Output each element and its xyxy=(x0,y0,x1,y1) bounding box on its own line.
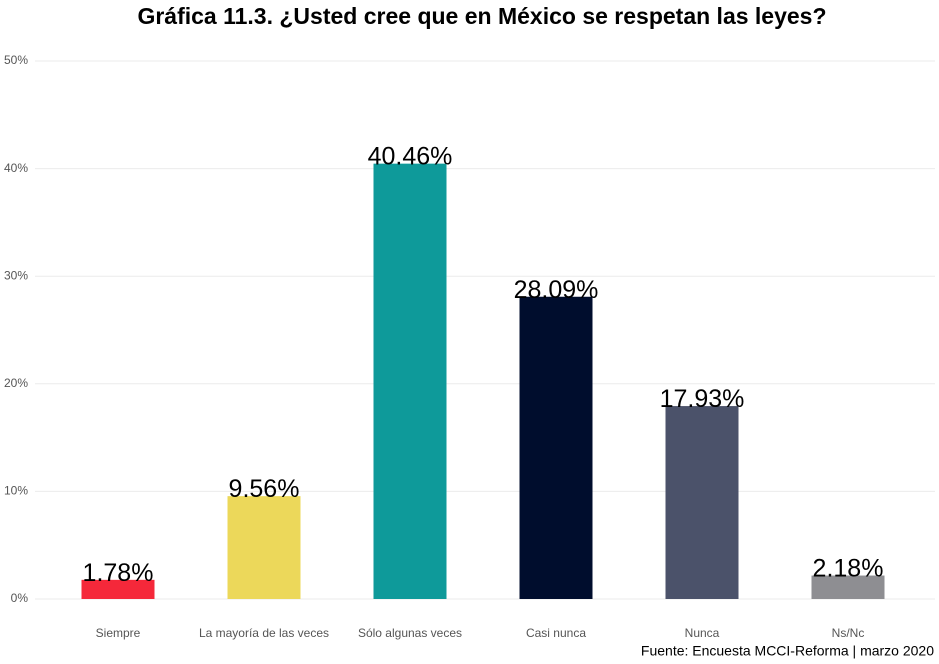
value-label: 2.18% xyxy=(813,555,884,583)
bar xyxy=(811,575,885,599)
bar xyxy=(81,579,155,599)
chart-title: Gráfica 11.3. ¿Usted cree que en México … xyxy=(137,3,826,29)
y-tick-label: 0% xyxy=(11,591,29,605)
bar xyxy=(373,163,447,600)
bar xyxy=(519,296,593,599)
y-tick-label: 50% xyxy=(4,53,28,67)
x-tick-label: Sólo algunas veces xyxy=(358,626,462,640)
caption: Fuente: Encuesta MCCI-Reforma | marzo 20… xyxy=(641,643,934,659)
y-tick-label: 30% xyxy=(4,268,28,282)
x-tick-label: La mayoría de las veces xyxy=(199,626,329,640)
y-tick-label: 40% xyxy=(4,161,28,175)
value-label: 28.09% xyxy=(514,276,599,304)
value-label: 40.46% xyxy=(368,143,453,171)
value-label: 1.78% xyxy=(83,559,154,587)
x-tick-label: Nunca xyxy=(685,626,720,640)
x-tick-label: Casi nunca xyxy=(526,626,586,640)
y-tick-label: 20% xyxy=(4,376,28,390)
value-label: 9.56% xyxy=(229,475,300,503)
bar xyxy=(665,406,739,599)
bar xyxy=(227,496,301,599)
value-label: 17.93% xyxy=(660,385,745,413)
x-tick-label: Siempre xyxy=(96,626,141,640)
y-tick-label: 10% xyxy=(4,484,28,498)
x-tick-label: Ns/Nc xyxy=(832,626,865,640)
